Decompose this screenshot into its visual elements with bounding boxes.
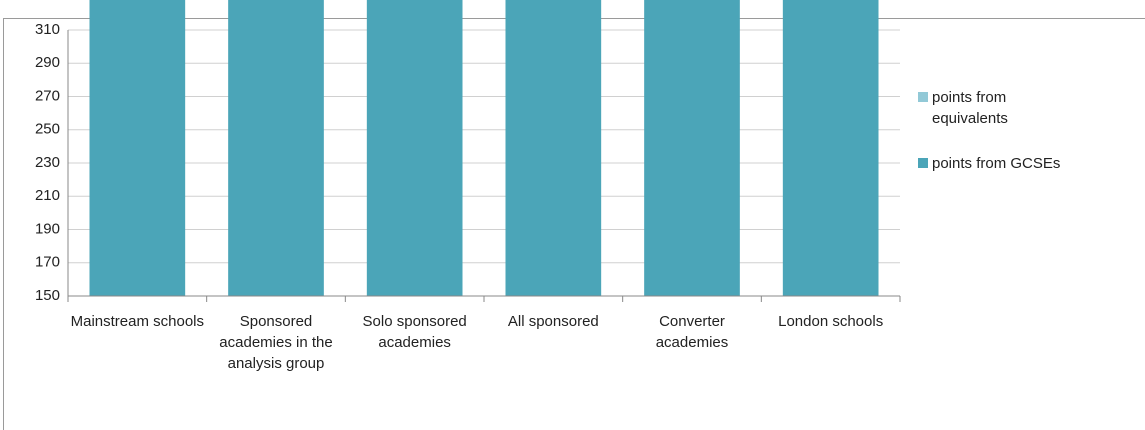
x-tick-label: Sponsored academies in the analysis grou… (219, 313, 333, 372)
bar-segment (228, 0, 324, 297)
y-tick-label: 170 (35, 254, 60, 271)
x-tick-label: Solo sponsored academies (362, 313, 467, 351)
y-tick-label: 150 (35, 287, 60, 304)
y-tick-label: 190 (35, 220, 60, 237)
bar-segment (644, 0, 740, 296)
bar-segment (89, 0, 186, 297)
y-tick-label: 270 (35, 87, 60, 104)
x-tick-label: All sponsored (507, 313, 599, 330)
legend-label: points from GCSEs (932, 155, 1061, 172)
bar-segment (782, 0, 879, 296)
legend-swatch (918, 92, 928, 102)
y-tick-label: 230 (35, 154, 60, 171)
bar-segment (505, 0, 602, 297)
y-tick-label: 250 (35, 121, 60, 138)
y-tick-label: 290 (35, 54, 60, 71)
legend-label: points from equivalents (932, 89, 1008, 127)
y-tick-label: 310 (35, 21, 60, 38)
legend-swatch (918, 158, 928, 168)
y-tick-label: 210 (35, 187, 60, 204)
x-tick-label: Mainstream schools (70, 313, 205, 330)
bar-segment (366, 0, 463, 296)
x-tick-label: London schools (778, 313, 884, 330)
x-tick-label: Converter academies (655, 313, 729, 351)
